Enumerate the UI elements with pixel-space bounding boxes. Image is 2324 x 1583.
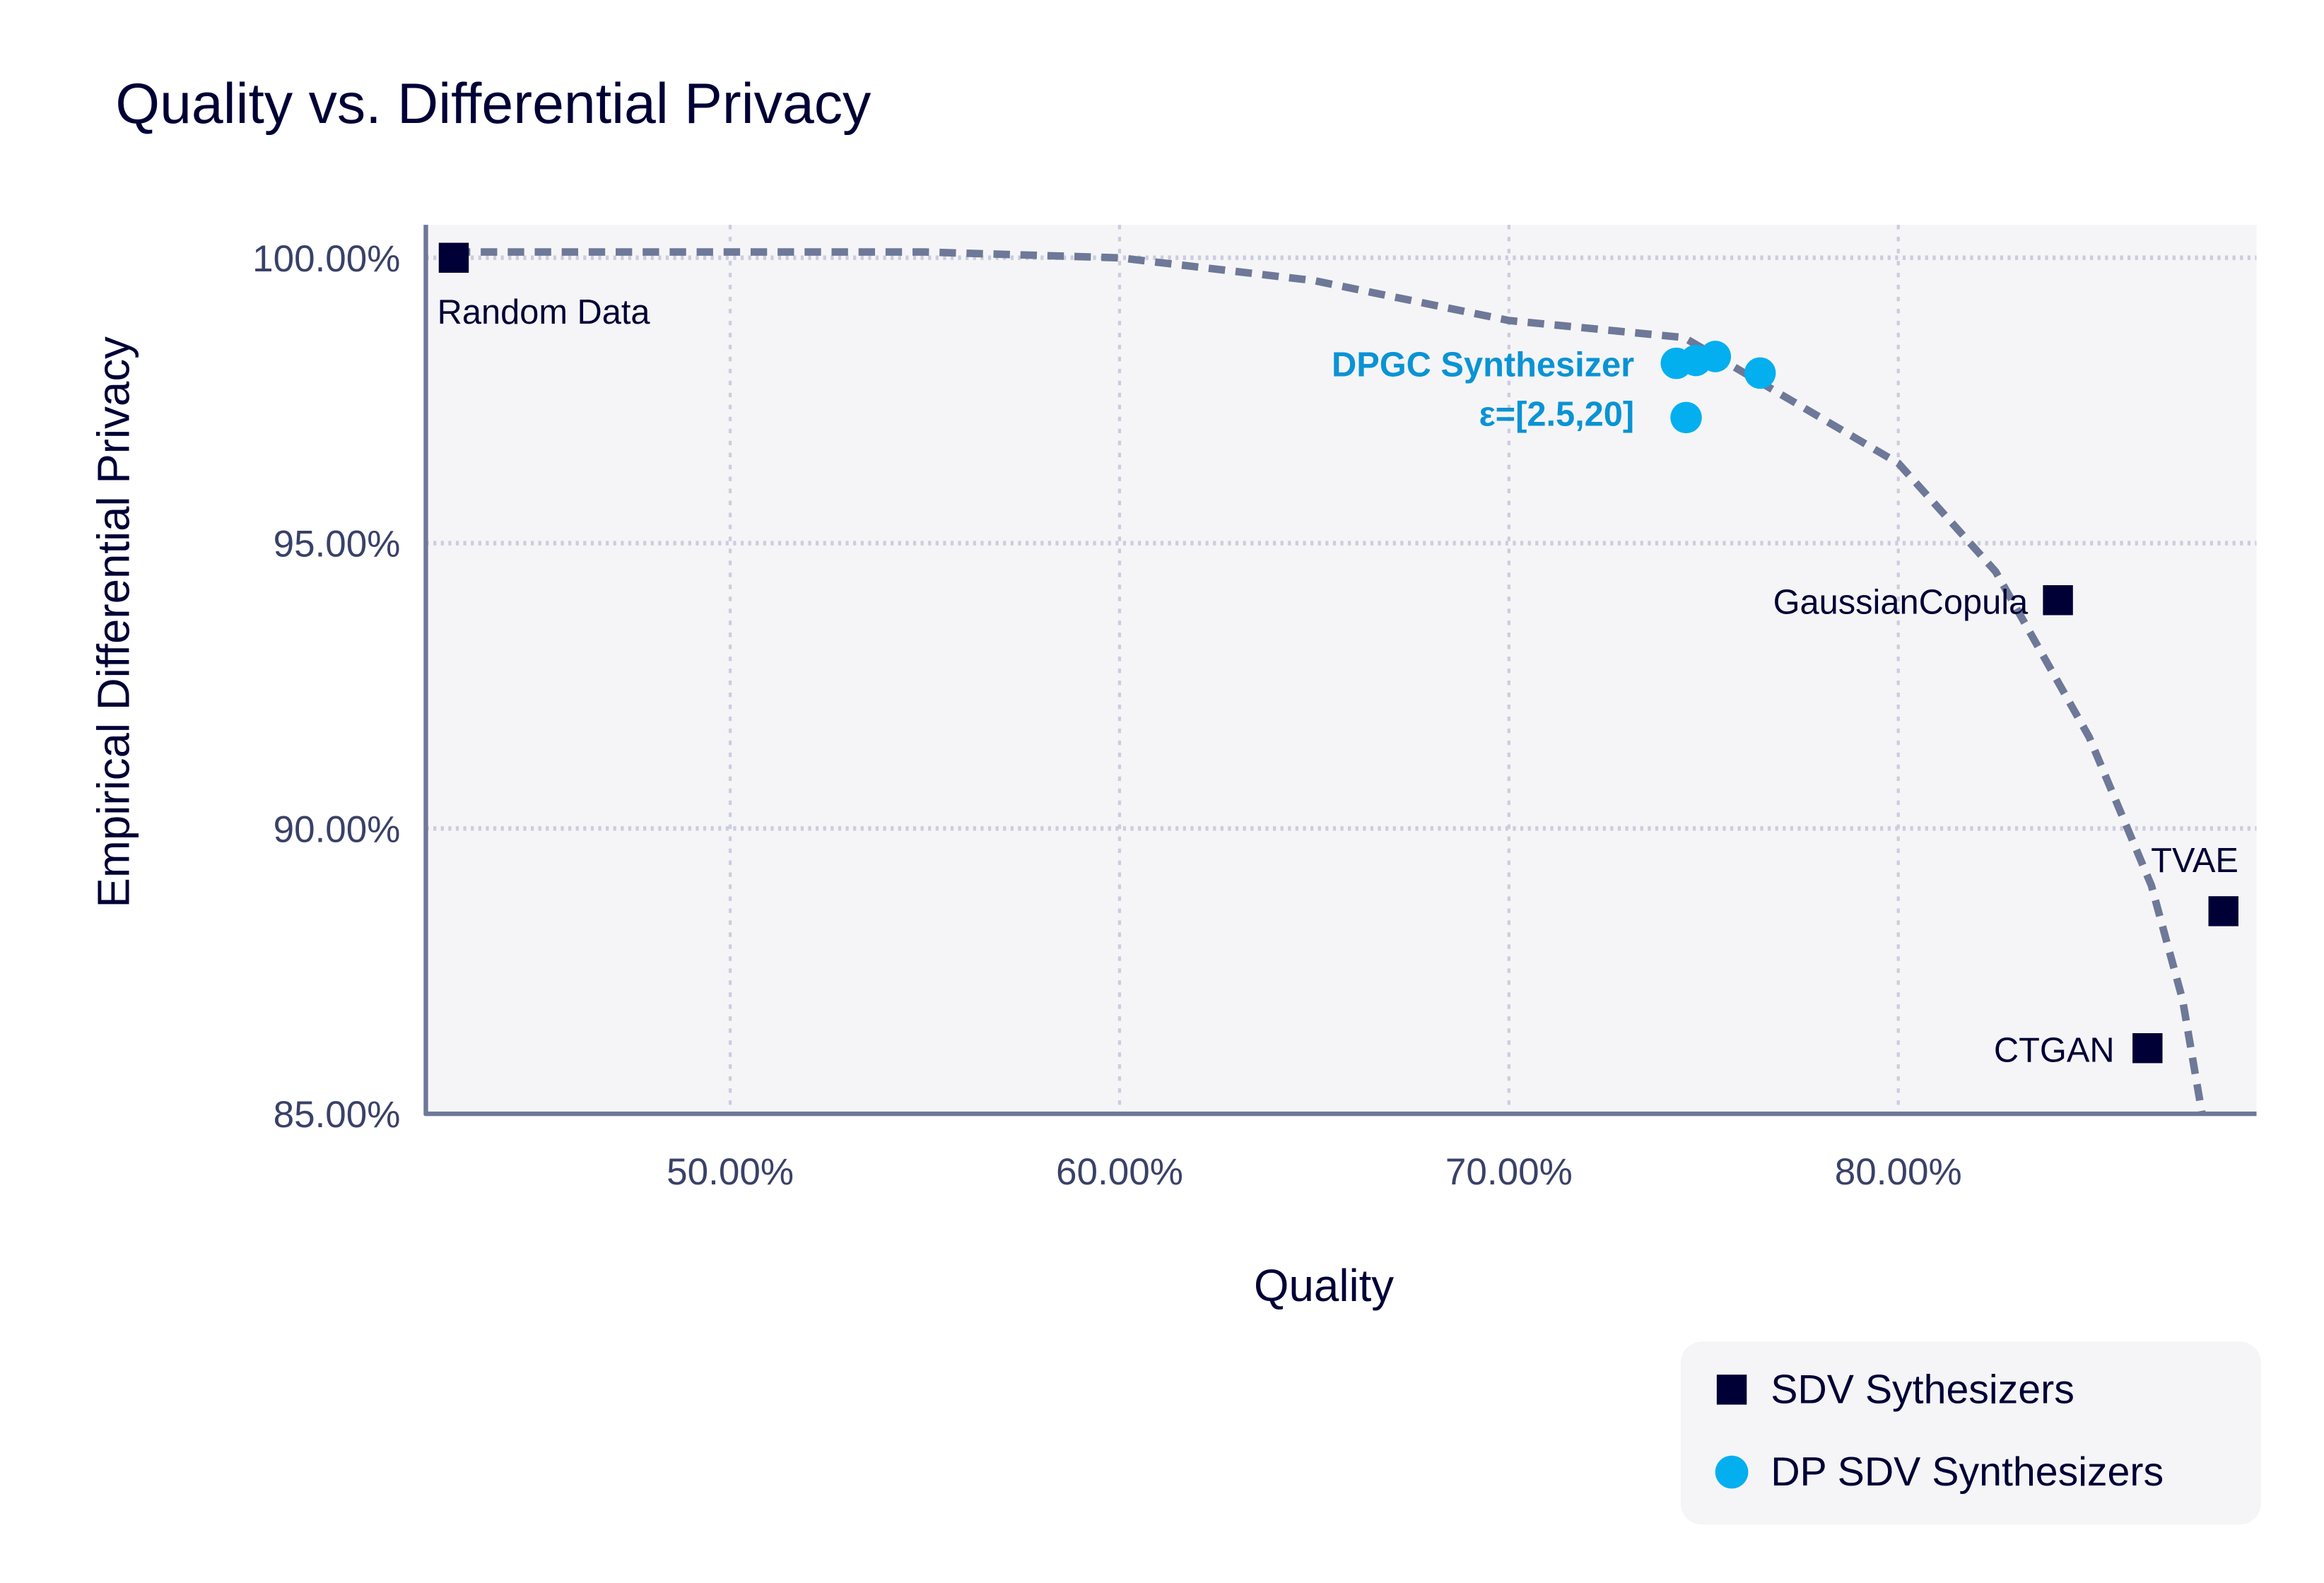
y-tick-label: 100.00% [252,238,400,280]
point-label: Random Data [438,293,651,331]
x-axis-label: Quality [1254,1261,1394,1311]
point-label: CTGAN [1994,1031,2115,1069]
point-label: GaussianCopula [1773,583,2029,621]
x-tick-label: 80.00% [1835,1151,1962,1193]
y-axis-label: Empirical Differential Privacy [88,336,139,908]
y-tick-label: 85.00% [274,1094,401,1136]
point-label: TVAE [2151,842,2238,880]
dp-annotation-line1: DPGC Synthesizer [1332,346,1634,384]
x-tick-label: 70.00% [1445,1151,1573,1193]
x-tick-label: 60.00% [1056,1151,1183,1193]
chart-title: Quality vs. Differential Privacy [115,72,872,136]
legend-label-sdv: SDV Sythesizers [1771,1367,2074,1412]
sdv-square-marker [2043,585,2073,616]
sdv-square-marker [2208,896,2238,926]
dp-circle-marker [1744,357,1776,389]
legend-label-dp: DP SDV Synthesizers [1771,1449,2164,1495]
legend-square-marker [1716,1375,1747,1405]
y-tick-label: 90.00% [274,808,401,850]
grid-lines [426,225,2257,1114]
y-tick-label: 95.00% [274,524,401,565]
x-tick-label: 50.00% [667,1151,794,1193]
legend: SDV Sythesizers DP SDV Synthesizers [1680,1341,2261,1525]
legend-circle-marker [1715,1455,1749,1489]
sdv-square-marker [438,242,469,273]
dp-annotation-line2: ε=[2.5,20] [1479,395,1634,433]
dp-circle-marker [1670,401,1702,434]
dp-circle-marker [1699,341,1732,372]
sdv-square-marker [2132,1032,2163,1064]
